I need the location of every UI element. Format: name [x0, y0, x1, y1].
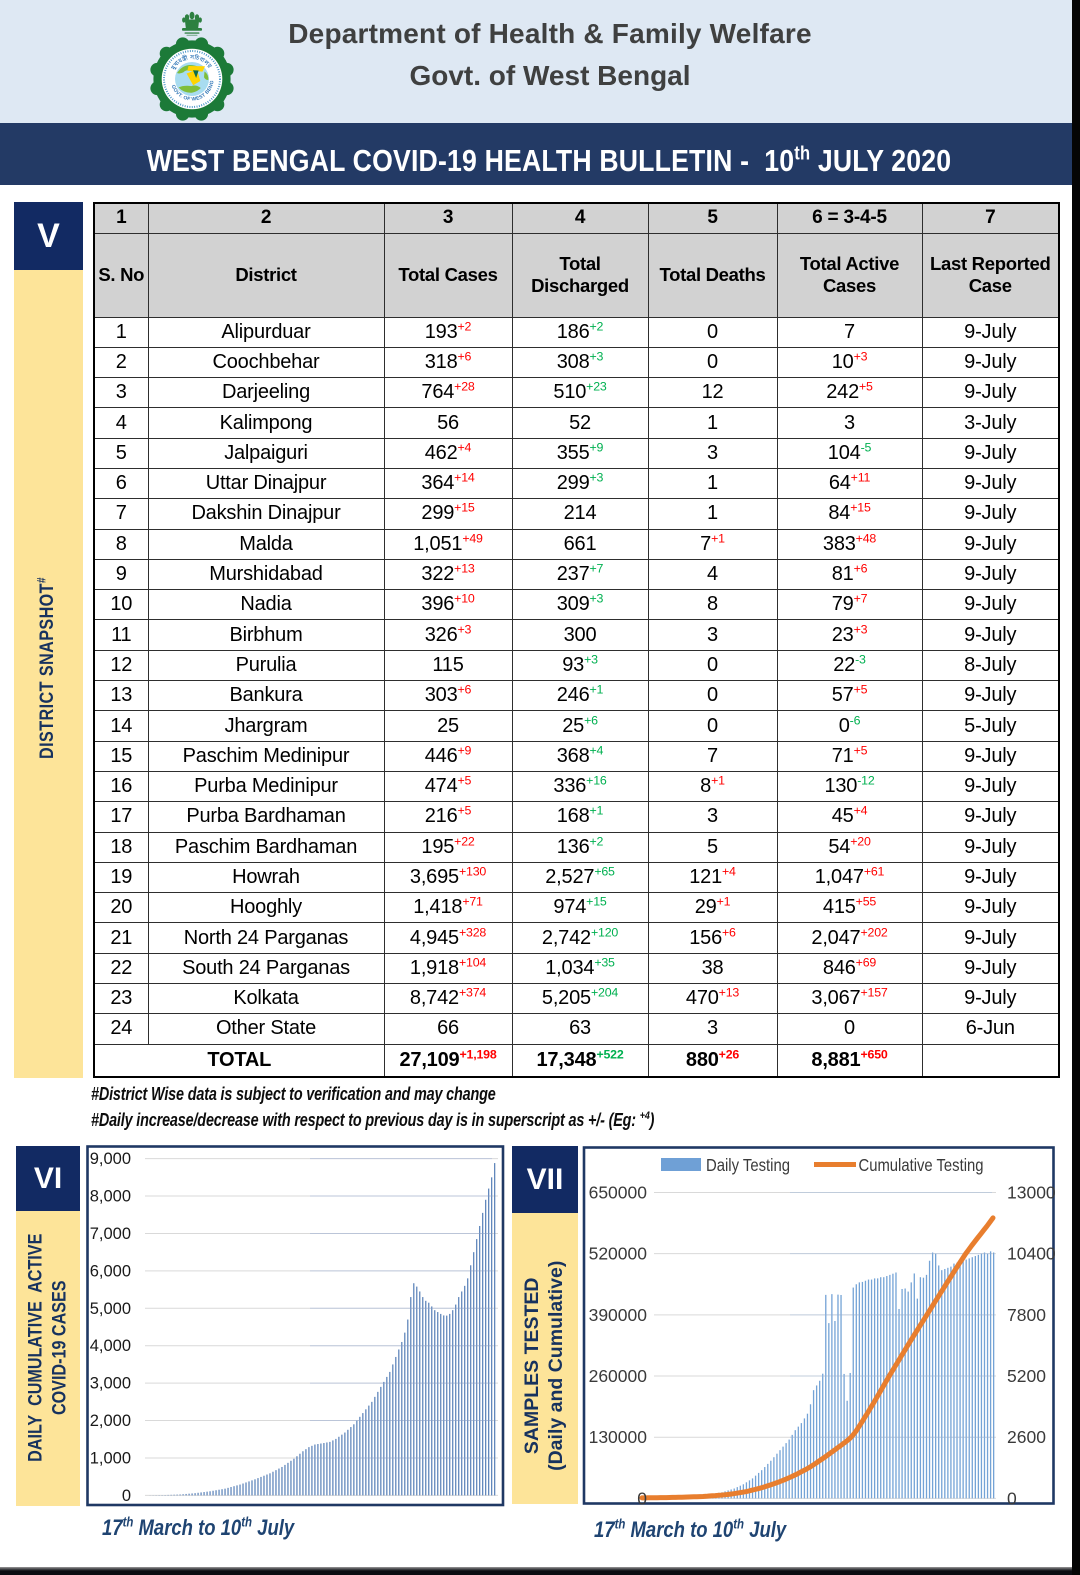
svg-text:260000: 260000	[589, 1366, 648, 1386]
svg-text:390000: 390000	[589, 1305, 648, 1325]
svg-text:5,000: 5,000	[90, 1300, 131, 1318]
svg-text:0: 0	[1007, 1488, 1017, 1508]
svg-text:13000: 13000	[1007, 1183, 1056, 1203]
svg-text:1,000: 1,000	[90, 1449, 131, 1467]
svg-text:10400: 10400	[1007, 1244, 1056, 1264]
svg-text:4,000: 4,000	[90, 1337, 131, 1355]
svg-text:Daily Testing: Daily Testing	[706, 1155, 790, 1175]
svg-text:7800: 7800	[1007, 1305, 1046, 1325]
svg-text:7,000: 7,000	[90, 1225, 131, 1243]
svg-text:8,000: 8,000	[90, 1188, 131, 1206]
svg-text:650000: 650000	[589, 1183, 648, 1203]
svg-text:Cumulative Testing: Cumulative Testing	[859, 1155, 984, 1175]
svg-text:2600: 2600	[1007, 1427, 1046, 1447]
svg-text:0: 0	[637, 1488, 647, 1508]
svg-text:520000: 520000	[589, 1244, 648, 1264]
svg-text:6,000: 6,000	[90, 1262, 131, 1280]
svg-text:130000: 130000	[589, 1427, 648, 1447]
svg-text:0: 0	[122, 1487, 131, 1505]
svg-text:9,000: 9,000	[90, 1150, 131, 1168]
svg-text:2,000: 2,000	[90, 1412, 131, 1430]
svg-text:5200: 5200	[1007, 1366, 1046, 1386]
svg-text:3,000: 3,000	[90, 1375, 131, 1393]
